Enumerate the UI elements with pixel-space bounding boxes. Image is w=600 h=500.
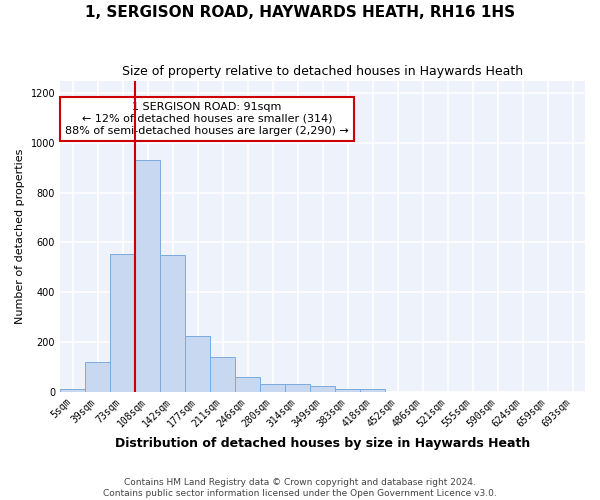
- Bar: [260, 384, 285, 392]
- Bar: [360, 390, 385, 392]
- X-axis label: Distribution of detached houses by size in Haywards Heath: Distribution of detached houses by size …: [115, 437, 530, 450]
- Bar: [135, 160, 160, 392]
- Bar: [185, 336, 210, 392]
- Bar: [60, 390, 85, 392]
- Bar: [310, 386, 335, 392]
- Text: 1, SERGISON ROAD, HAYWARDS HEATH, RH16 1HS: 1, SERGISON ROAD, HAYWARDS HEATH, RH16 1…: [85, 5, 515, 20]
- Y-axis label: Number of detached properties: Number of detached properties: [15, 148, 25, 324]
- Bar: [335, 390, 360, 392]
- Bar: [235, 378, 260, 392]
- Text: 1 SERGISON ROAD: 91sqm
← 12% of detached houses are smaller (314)
88% of semi-de: 1 SERGISON ROAD: 91sqm ← 12% of detached…: [65, 102, 349, 136]
- Bar: [85, 362, 110, 392]
- Bar: [285, 384, 310, 392]
- Title: Size of property relative to detached houses in Haywards Heath: Size of property relative to detached ho…: [122, 65, 523, 78]
- Bar: [210, 357, 235, 392]
- Bar: [110, 254, 135, 392]
- Text: Contains HM Land Registry data © Crown copyright and database right 2024.
Contai: Contains HM Land Registry data © Crown c…: [103, 478, 497, 498]
- Bar: [160, 256, 185, 392]
